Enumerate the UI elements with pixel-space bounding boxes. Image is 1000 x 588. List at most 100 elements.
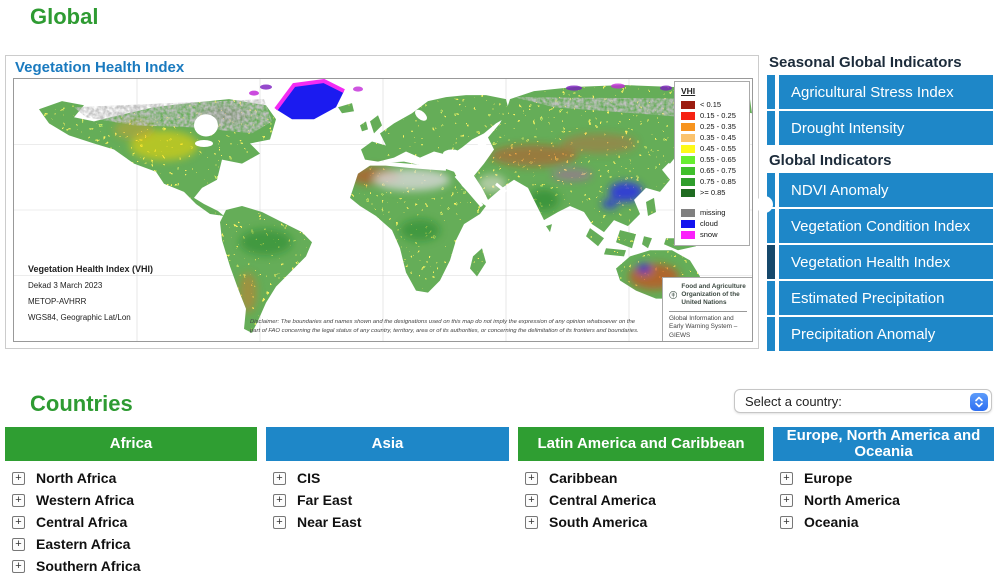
group-header-europe-na-oceania: Europe, North America and Oceania: [773, 427, 994, 461]
group-header-asia: Asia: [266, 427, 509, 461]
indicator-accent-bar: [767, 317, 775, 351]
legend-swatch: [681, 166, 695, 175]
sidebar-row: Vegetation Health Index: [767, 245, 993, 279]
legend-swatch: [681, 100, 695, 109]
sidebar-row: Precipitation Anomaly: [767, 317, 993, 351]
group-list: North Africa Western Africa Central Afri…: [5, 467, 257, 577]
legend-swatch: [681, 111, 695, 120]
country-groups: Africa North Africa Western Africa Centr…: [5, 427, 994, 577]
group-list: Caribbean Central America South America: [518, 467, 764, 533]
indicator-button-drought-intensity[interactable]: Drought Intensity: [779, 111, 993, 145]
legend-swatch: [681, 177, 695, 186]
sidebar-row: Vegetation Condition Index: [767, 209, 993, 243]
region-row-southern-africa[interactable]: Southern Africa: [5, 555, 257, 577]
legend-heading: VHI: [681, 86, 696, 96]
vhi-map-panel: Vegetation Health Index: [5, 55, 759, 349]
legend-row: cloud: [681, 218, 744, 229]
vhi-world-map: VHI < 0.15 0.15 - 0.25 0.25 - 0.35 0.35 …: [13, 78, 753, 342]
sidebar-row: Agricultural Stress Index: [767, 75, 993, 109]
panel-collapse-handle[interactable]: [756, 196, 773, 213]
region-row-cis[interactable]: CIS: [266, 467, 509, 489]
indicator-accent-bar: [767, 209, 775, 243]
legend-row: >= 0.85: [681, 187, 744, 198]
sidebar-section-heading: Global Indicators: [769, 152, 892, 169]
indicator-button-ndvi-anomaly[interactable]: NDVI Anomaly: [779, 173, 993, 207]
indicator-accent-bar: [767, 111, 775, 145]
group-list: CIS Far East Near East: [266, 467, 509, 533]
map-info-dekad: Dekad 3 March 2023: [28, 281, 103, 290]
map-info-projection: WGS84, Geographic Lat/Lon: [28, 313, 131, 322]
region-row-far-east[interactable]: Far East: [266, 489, 509, 511]
indicator-accent-bar-active: [767, 245, 775, 279]
legend-swatch: [681, 144, 695, 153]
region-row-central-america[interactable]: Central America: [518, 489, 764, 511]
region-row-north-america[interactable]: North America: [773, 489, 994, 511]
legend-swatch: [681, 188, 695, 197]
indicator-button-precipitation-anomaly[interactable]: Precipitation Anomaly: [779, 317, 993, 351]
sidebar-row: NDVI Anomaly: [767, 173, 993, 207]
legend-row: 0.75 - 0.85: [681, 176, 744, 187]
indicator-accent-bar: [767, 173, 775, 207]
expand-icon[interactable]: [273, 471, 286, 485]
indicator-button-vegetation-health-index[interactable]: Vegetation Health Index: [779, 245, 993, 279]
expand-icon[interactable]: [12, 515, 25, 529]
legend-row: 0.55 - 0.65: [681, 154, 744, 165]
expand-icon[interactable]: [780, 471, 793, 485]
group-column-africa: Africa North Africa Western Africa Centr…: [5, 427, 257, 577]
indicator-button-vegetation-condition-index[interactable]: Vegetation Condition Index: [779, 209, 993, 243]
legend-row: 0.65 - 0.75: [681, 165, 744, 176]
indicator-button-agricultural-stress-index[interactable]: Agricultural Stress Index: [779, 75, 993, 109]
map-disclaimer: Disclaimer: The boundaries and names sho…: [250, 319, 639, 334]
expand-icon[interactable]: [780, 493, 793, 507]
legend-swatch: [681, 230, 695, 239]
expand-icon[interactable]: [780, 515, 793, 529]
expand-icon[interactable]: [525, 493, 538, 507]
legend-swatch: [681, 208, 695, 217]
legend-swatch: [681, 122, 695, 131]
region-row-eastern-africa[interactable]: Eastern Africa: [5, 533, 257, 555]
legend-swatch: [681, 155, 695, 164]
expand-icon[interactable]: [12, 471, 25, 485]
expand-icon[interactable]: [12, 559, 25, 573]
group-header-africa: Africa: [5, 427, 257, 461]
expand-icon[interactable]: [273, 515, 286, 529]
region-row-caribbean[interactable]: Caribbean: [518, 467, 764, 489]
region-row-near-east[interactable]: Near East: [266, 511, 509, 533]
fao-divider: [669, 311, 747, 312]
region-row-oceania[interactable]: Oceania: [773, 511, 994, 533]
country-select[interactable]: Select a country:: [734, 389, 992, 413]
legend-swatch: [681, 133, 695, 142]
expand-icon[interactable]: [12, 537, 25, 551]
legend-swatch: [681, 219, 695, 228]
expand-icon[interactable]: [525, 471, 538, 485]
region-row-western-africa[interactable]: Western Africa: [5, 489, 257, 511]
sidebar-row: Drought Intensity: [767, 111, 993, 145]
indicator-sidebar: Seasonal Global Indicators Agricultural …: [756, 54, 993, 353]
expand-icon[interactable]: [12, 493, 25, 507]
fao-attribution: Food and Agriculture Organization of the…: [662, 277, 752, 341]
indicator-accent-bar: [767, 75, 775, 109]
legend-row: 0.45 - 0.55: [681, 143, 744, 154]
region-row-north-africa[interactable]: North Africa: [5, 467, 257, 489]
legend-row: 0.15 - 0.25: [681, 110, 744, 121]
region-row-europe[interactable]: Europe: [773, 467, 994, 489]
select-spinner-icon[interactable]: [970, 392, 988, 411]
expand-icon[interactable]: [273, 493, 286, 507]
fao-emblem-icon: [669, 291, 678, 299]
sidebar-section-heading: Seasonal Global Indicators: [769, 54, 962, 71]
legend-row: 0.35 - 0.45: [681, 132, 744, 143]
map-panel-title: Vegetation Health Index: [15, 59, 185, 76]
group-column-asia: Asia CIS Far East Near East: [266, 427, 509, 577]
group-header-latin-america: Latin America and Caribbean: [518, 427, 764, 461]
sidebar-row: Estimated Precipitation: [767, 281, 993, 315]
region-row-central-africa[interactable]: Central Africa: [5, 511, 257, 533]
region-row-south-america[interactable]: South America: [518, 511, 764, 533]
global-section-heading: Global: [30, 4, 99, 29]
expand-icon[interactable]: [525, 515, 538, 529]
indicator-button-estimated-precipitation[interactable]: Estimated Precipitation: [779, 281, 993, 315]
map-info-title: Vegetation Health Index (VHI): [28, 264, 154, 274]
group-list: Europe North America Oceania: [773, 467, 994, 533]
fao-org-name: Food and Agriculture Organization of the…: [681, 283, 746, 306]
legend-row: snow: [681, 229, 744, 240]
